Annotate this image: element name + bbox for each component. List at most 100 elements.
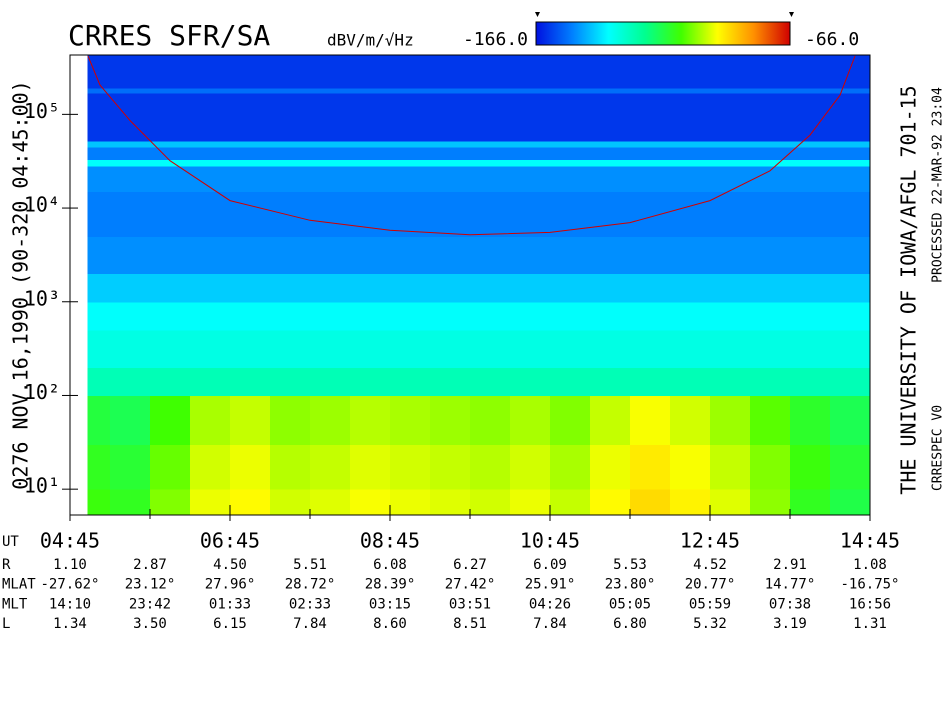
- cell: [710, 301, 751, 331]
- cell: [390, 140, 431, 148]
- cell: [270, 55, 311, 89]
- ephemeris-value: 25.91°: [525, 577, 576, 593]
- ephemeris-value: 03:15: [369, 596, 411, 612]
- cell: [670, 159, 711, 167]
- cell: [390, 329, 431, 368]
- cell: [550, 489, 591, 516]
- cell: [670, 166, 711, 193]
- cell: [790, 273, 831, 303]
- cell: [270, 273, 311, 303]
- cell: [550, 159, 591, 167]
- ephemeris-value: 28.72°: [285, 577, 336, 593]
- cell: [110, 367, 151, 396]
- cell: [670, 273, 711, 303]
- cell: [550, 146, 591, 160]
- colorbar-markers: [535, 12, 794, 17]
- cell: [87, 329, 111, 368]
- cell: [230, 146, 271, 160]
- colorbar-label: dBV/m/√Hz: [327, 31, 414, 50]
- ephemeris-value: 14:10: [49, 596, 91, 612]
- cell: [190, 395, 231, 445]
- ephemeris-value: 28.39°: [365, 577, 416, 593]
- cell: [790, 236, 831, 275]
- cell: [87, 395, 111, 445]
- cell: [590, 146, 631, 160]
- cell: [550, 367, 591, 396]
- cell: [150, 367, 191, 396]
- cell: [110, 489, 151, 516]
- cell: [350, 92, 391, 142]
- ephemeris-value: 4.52: [693, 557, 727, 573]
- cell: [670, 140, 711, 148]
- ephemeris-value: 3.50: [133, 616, 167, 632]
- cell: [630, 166, 671, 193]
- ephemeris-row-label: R: [2, 557, 11, 573]
- cell: [230, 92, 271, 142]
- cell: [150, 191, 191, 237]
- ephemeris-value: 6.80: [613, 616, 647, 632]
- cell: [710, 329, 751, 368]
- spectrogram: [87, 55, 871, 516]
- cell: [510, 88, 551, 94]
- cell: [750, 191, 791, 237]
- cell: [790, 166, 831, 193]
- cell: [270, 146, 311, 160]
- cell: [390, 55, 431, 89]
- cell: [190, 301, 231, 331]
- ephemeris-value: 01:33: [209, 596, 251, 612]
- cell: [510, 367, 551, 396]
- cell: [470, 301, 511, 331]
- ephemeris-value: 23:42: [129, 596, 171, 612]
- cell: [750, 88, 791, 94]
- cell: [350, 367, 391, 396]
- cell: [670, 489, 711, 516]
- cell: [110, 444, 151, 490]
- cell: [510, 329, 551, 368]
- cell: [710, 159, 751, 167]
- cell: [310, 236, 351, 275]
- cell: [590, 159, 631, 167]
- cell: [430, 236, 471, 275]
- cell: [630, 367, 671, 396]
- ephemeris-value: 23.80°: [605, 577, 656, 593]
- processed-note: PROCESSED 22-MAR-92 23:04: [931, 87, 945, 283]
- cell: [510, 273, 551, 303]
- cell: [230, 367, 271, 396]
- cell: [230, 88, 271, 94]
- cell: [150, 166, 191, 193]
- cell: [630, 236, 671, 275]
- cell: [430, 191, 471, 237]
- ephemeris-value: 6.09: [533, 557, 567, 573]
- cell: [150, 92, 191, 142]
- cell: [830, 395, 871, 445]
- cell: [550, 166, 591, 193]
- cell: [310, 367, 351, 396]
- cell: [710, 236, 751, 275]
- cell: [510, 236, 551, 275]
- cell: [590, 489, 631, 516]
- cell: [270, 395, 311, 445]
- cell: [830, 301, 871, 331]
- cell: [110, 55, 151, 89]
- cell: [350, 146, 391, 160]
- cell: [670, 92, 711, 142]
- cell: [390, 166, 431, 193]
- cell: [710, 140, 751, 148]
- cell: [630, 273, 671, 303]
- ephemeris-value: 5.51: [293, 557, 327, 573]
- cell: [710, 92, 751, 142]
- cell: [430, 92, 471, 142]
- ephemeris-value: 05:05: [609, 596, 651, 612]
- cell: [630, 329, 671, 368]
- cell: [270, 92, 311, 142]
- x-tick-label: 08:45: [360, 529, 420, 553]
- cell: [350, 273, 391, 303]
- cell: [87, 55, 111, 89]
- cell: [350, 329, 391, 368]
- cell: [590, 273, 631, 303]
- cell: [790, 395, 831, 445]
- colorbar-tick-label: -166.0: [463, 29, 528, 50]
- cell: [230, 489, 271, 516]
- cell: [390, 88, 431, 94]
- cell: [750, 140, 791, 148]
